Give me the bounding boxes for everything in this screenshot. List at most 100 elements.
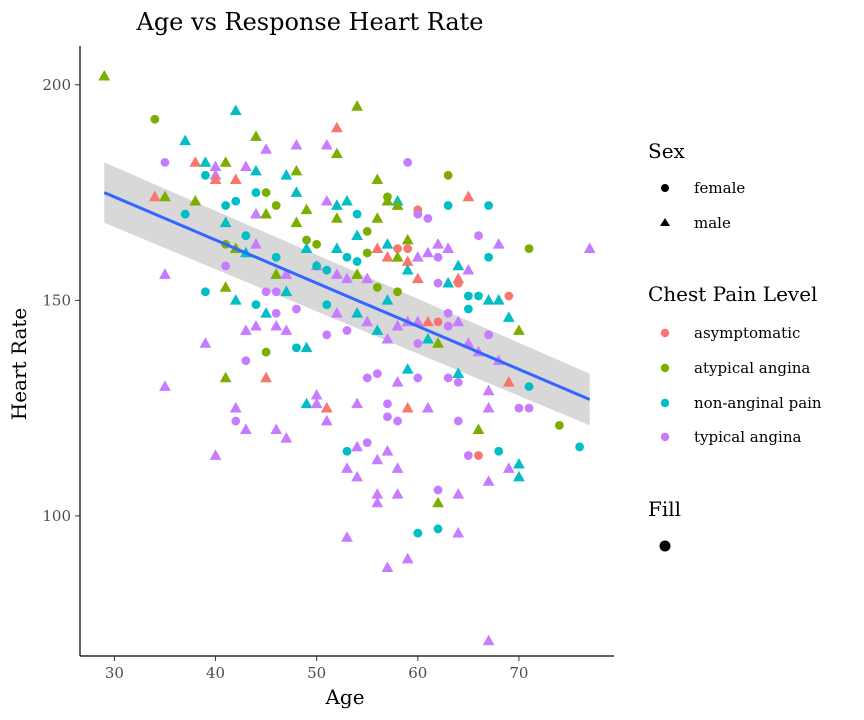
data-point-triangle [452,259,465,271]
data-point-circle [342,446,352,456]
data-point-triangle [391,376,404,387]
x-tick-label: 50 [307,664,326,682]
legend: Sex female male Chest Pain Level asympto… [648,139,822,552]
data-point-circle [383,399,392,409]
data-point-triangle [290,164,303,176]
data-point-triangle [482,384,495,396]
data-point-triangle [351,397,364,409]
data-point-circle [180,209,190,219]
data-point-triangle [371,488,384,499]
data-point-triangle [401,401,414,413]
data-point-circle [433,317,443,327]
data-point-circle [251,300,261,310]
data-point-circle [433,278,443,288]
legend-cp-typical-angina-label: typical angina [694,428,801,446]
data-point-triangle [381,238,394,249]
data-point-circle [241,356,251,366]
data-point-triangle [219,156,232,167]
data-point-triangle [361,315,374,327]
data-point-circle [413,339,423,348]
data-point-triangle [270,320,283,331]
legend-circle-icon [661,184,669,192]
data-point-circle [271,308,281,318]
data-point-circle [362,226,372,236]
data-point-triangle [391,199,404,210]
data-point-triangle [250,130,262,141]
data-point-triangle [310,388,323,400]
legend-fill-dot-icon [659,540,671,552]
data-point-triangle [371,453,384,465]
data-point-triangle [341,194,353,206]
data-point-circle [484,252,493,262]
data-point-circle [484,201,493,210]
data-point-circle [251,188,261,197]
data-point-triangle [371,324,384,335]
data-point-triangle [422,246,434,258]
legend-cp-non-anginal-pain: non-anginal pain [660,394,822,412]
data-point-circle [231,416,241,426]
data-point-triangle [179,134,192,146]
data-point-circle [423,214,433,223]
data-point-triangle [492,238,505,249]
data-point-triangle [280,324,293,335]
data-point-circle [474,291,483,301]
data-point-circle [271,287,281,297]
legend-dot-icon [660,432,670,442]
data-point-triangle [199,337,212,348]
data-point-circle [453,278,463,288]
data-point-circle [342,326,352,335]
legend-sex-male-label: male [694,214,731,232]
data-point-triangle [391,488,404,499]
data-point-triangle [452,526,465,538]
data-point-triangle [462,263,475,275]
data-point-triangle [502,462,515,473]
data-point-triangle [351,100,364,111]
data-point-circle [312,239,322,249]
data-point-triangle [492,294,505,305]
data-point-circle [514,403,524,413]
data-point-triangle [159,268,171,279]
data-point-triangle [351,307,364,318]
data-point-triangle [422,332,434,344]
data-point-triangle [300,242,313,253]
data-point-triangle [502,311,515,322]
data-point-triangle [280,285,293,297]
data-point-triangle [361,272,374,284]
data-point-circle [443,308,453,318]
data-point-triangle [300,341,313,353]
data-point-triangle [513,457,525,469]
data-point-triangle [371,496,384,508]
data-point-triangle [452,315,465,327]
data-point-triangle [341,531,353,542]
data-point-circle [352,209,362,219]
data-point-triangle [250,238,262,249]
data-point-triangle [270,268,283,279]
data-point-triangle [482,294,495,305]
data-point-circle [463,291,473,301]
data-point-circle [413,373,423,383]
data-point-triangle [381,251,394,262]
data-point-triangle [300,397,313,409]
data-point-circle [463,451,473,460]
y-axis-label: Heart Rate [7,308,31,420]
data-point-circle [322,265,332,275]
data-point-triangle [229,104,242,116]
data-point-circle [231,196,241,206]
data-point-triangle [513,470,525,482]
data-point-circle [221,201,231,210]
data-point-circle [261,287,271,297]
data-point-circle [383,412,392,422]
data-point-triangle [159,190,171,202]
data-point-circle [312,261,322,271]
data-point-triangle [189,156,202,167]
y-tick-label: 150 [42,291,71,309]
legend-dot-icon [660,363,670,373]
data-point-circle [362,248,372,258]
plot-area [98,69,596,646]
data-point-triangle [280,432,293,443]
data-point-circle [201,287,210,297]
data-point-triangle [442,276,455,288]
data-point-triangle [239,423,252,435]
data-point-triangle [330,147,343,159]
data-point-triangle [351,470,364,482]
